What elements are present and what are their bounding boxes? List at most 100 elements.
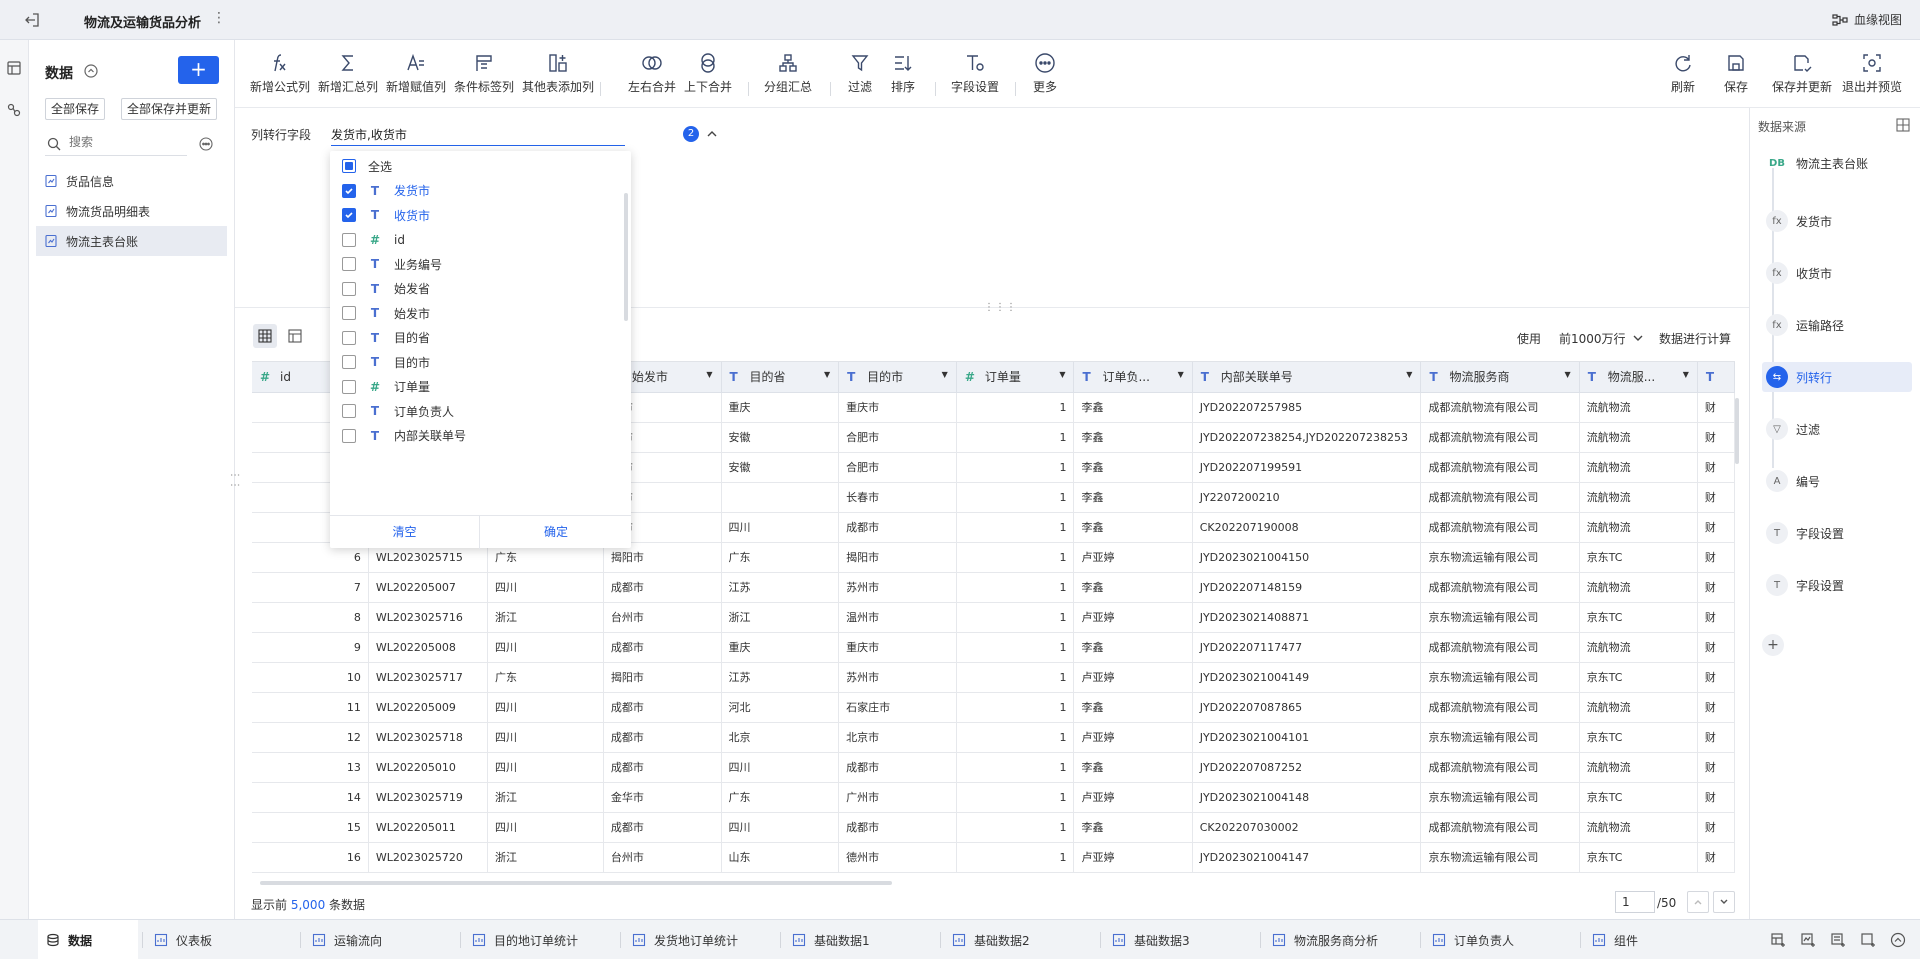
- table-cell[interactable]: 苏州市: [838, 662, 957, 693]
- table-cell[interactable]: JYD202207257985: [1192, 392, 1422, 423]
- table-row[interactable]: 16 WL2023025720 浙江 台州市 山东 德州市 1 卢亚婷 JYD202302100…: [252, 842, 1735, 873]
- prev-page-button[interactable]: [1687, 891, 1709, 913]
- field-settings-button[interactable]: 字段设置: [951, 52, 999, 95]
- sheet-tab[interactable]: 发货地订单统计: [624, 920, 776, 960]
- table-cell[interactable]: 财: [1697, 752, 1735, 783]
- table-cell[interactable]: 财: [1697, 572, 1735, 603]
- field-option[interactable]: T 订单负责人: [342, 396, 454, 426]
- table-cell[interactable]: 财: [1697, 392, 1735, 423]
- table-cell[interactable]: JYD2023021408871: [1192, 602, 1422, 633]
- table-cell[interactable]: 北京: [721, 722, 840, 753]
- column-menu-icon[interactable]: ▼: [941, 370, 948, 380]
- table-cell[interactable]: 重庆: [721, 392, 840, 423]
- table-cell[interactable]: 李鑫: [1073, 812, 1193, 843]
- table-cell[interactable]: 京东物流运输有限公司: [1420, 602, 1580, 633]
- table-cell[interactable]: 台州市: [603, 602, 722, 633]
- exit-preview-button[interactable]: 退出并预览: [1842, 52, 1902, 95]
- table-cell[interactable]: 12: [252, 722, 369, 753]
- add-component-icon[interactable]: [1860, 932, 1876, 948]
- table-cell[interactable]: 北京市: [838, 722, 957, 753]
- sort-button[interactable]: 排序: [891, 52, 915, 95]
- table-row[interactable]: 11 WL202205009 四川 成都市 河北 石家庄市 1 李鑫 JYD2022070878…: [252, 692, 1735, 723]
- column-header[interactable]: # 订单量 ▼: [956, 362, 1075, 393]
- column-header[interactable]: T 物流服... ▼: [1579, 362, 1698, 393]
- table-cell[interactable]: 16: [252, 842, 369, 873]
- table-cell[interactable]: 流航物流: [1579, 692, 1698, 723]
- table-cell[interactable]: 财: [1697, 662, 1735, 693]
- table-cell[interactable]: 李鑫: [1073, 392, 1193, 423]
- search-input[interactable]: [69, 135, 183, 149]
- field-option[interactable]: T 发货市: [342, 176, 430, 206]
- table-cell[interactable]: 成都市: [603, 572, 722, 603]
- table-cell[interactable]: 财: [1697, 452, 1735, 483]
- table-cell[interactable]: 京东物流运输有限公司: [1420, 542, 1580, 573]
- chevron-up-icon[interactable]: [705, 127, 719, 141]
- table-cell[interactable]: 卢亚婷: [1073, 842, 1193, 873]
- table-cell[interactable]: 重庆市: [838, 392, 957, 423]
- checkbox[interactable]: [342, 183, 356, 198]
- sheet-tab[interactable]: 订单负责人: [1424, 920, 1576, 960]
- table-cell[interactable]: 江苏: [721, 662, 840, 693]
- sheet-tab[interactable]: 物流服务商分析: [1264, 920, 1416, 960]
- table-cell[interactable]: 安徽: [721, 452, 840, 483]
- table-cell[interactable]: 成都流航物流有限公司: [1420, 692, 1580, 723]
- table-cell[interactable]: 成都流航物流有限公司: [1420, 392, 1580, 423]
- table-cell[interactable]: 1: [956, 512, 1075, 543]
- flow-node[interactable]: ⇆ 列转行: [1762, 362, 1912, 392]
- table-cell[interactable]: JYD2023021004150: [1192, 542, 1422, 573]
- table-cell[interactable]: 成都流航物流有限公司: [1420, 752, 1580, 783]
- table-cell[interactable]: 京东物流运输有限公司: [1420, 722, 1580, 753]
- clear-button[interactable]: 清空: [330, 516, 480, 549]
- flow-node[interactable]: T 字段设置: [1762, 518, 1912, 548]
- field-option[interactable]: T 目的省: [342, 323, 430, 353]
- link-icon[interactable]: [4, 100, 24, 120]
- table-cell[interactable]: 李鑫: [1073, 572, 1193, 603]
- table-cell[interactable]: 揭阳市: [838, 542, 957, 573]
- table-cell[interactable]: 财: [1697, 482, 1735, 513]
- table-cell[interactable]: 1: [956, 392, 1075, 423]
- table-cell[interactable]: JYD202207117477: [1192, 632, 1422, 663]
- table-row[interactable]: 都市长春市1李鑫JY2207200210成都流航物流有限公司流航物流财: [252, 482, 1735, 513]
- table-cell[interactable]: 揭阳市: [603, 662, 722, 693]
- table-cell[interactable]: 7: [252, 572, 369, 603]
- table-cell[interactable]: 卢亚婷: [1073, 662, 1193, 693]
- table-cell[interactable]: 财: [1697, 512, 1735, 543]
- table-cell[interactable]: 李鑫: [1073, 452, 1193, 483]
- save-all-button[interactable]: 全部保存: [45, 98, 106, 120]
- confirm-button[interactable]: 确定: [543, 525, 568, 539]
- table-cell[interactable]: 流航物流: [1579, 452, 1698, 483]
- table-cell[interactable]: 合肥市: [838, 422, 957, 453]
- condition-tag-column-button[interactable]: 条件标签列: [454, 52, 514, 95]
- table-cell[interactable]: 流航物流: [1579, 392, 1698, 423]
- table-cell[interactable]: 重庆: [721, 632, 840, 663]
- column-menu-icon[interactable]: ▼: [1059, 370, 1066, 380]
- next-page-button[interactable]: [1713, 891, 1735, 913]
- table-cell[interactable]: JYD202207087865: [1192, 692, 1422, 723]
- table-cell[interactable]: 京东TC: [1579, 662, 1698, 693]
- column-menu-icon[interactable]: ▼: [1682, 370, 1689, 380]
- table-cell[interactable]: 京东物流运输有限公司: [1420, 662, 1580, 693]
- table-cell[interactable]: 京东物流运输有限公司: [1420, 782, 1580, 813]
- more-button[interactable]: 更多: [1033, 52, 1057, 95]
- tree-item-goods-detail[interactable]: 物流货品明细表: [36, 196, 227, 226]
- table-cell[interactable]: 山东: [721, 842, 840, 873]
- filter-button[interactable]: 过滤: [848, 52, 872, 95]
- table-cell[interactable]: [721, 482, 840, 513]
- table-row[interactable]: 10 WL2023025717 广东 揭阳市 江苏 苏州市 1 卢亚婷 JYD202302100…: [252, 662, 1735, 693]
- table-cell[interactable]: 1: [956, 422, 1075, 453]
- table-cell[interactable]: 成都市: [838, 752, 957, 783]
- table-cell[interactable]: JYD202207148159: [1192, 572, 1422, 603]
- field-option[interactable]: # id: [342, 225, 405, 255]
- tree-item-main-ledger[interactable]: 物流主表台账: [36, 226, 227, 256]
- table-cell[interactable]: 成都市: [838, 812, 957, 843]
- table-cell[interactable]: 广东: [721, 542, 840, 573]
- table-cell[interactable]: 成都市: [603, 812, 722, 843]
- checkbox[interactable]: [342, 379, 356, 394]
- table-cell[interactable]: 安徽: [721, 422, 840, 453]
- table-cell[interactable]: 财: [1697, 422, 1735, 453]
- column-menu-icon[interactable]: ▼: [1406, 370, 1413, 380]
- table-cell[interactable]: 广东: [487, 662, 604, 693]
- table-cell[interactable]: 河北: [721, 692, 840, 723]
- table-cell[interactable]: 京东物流运输有限公司: [1420, 842, 1580, 873]
- field-option[interactable]: # 订单量: [342, 372, 430, 402]
